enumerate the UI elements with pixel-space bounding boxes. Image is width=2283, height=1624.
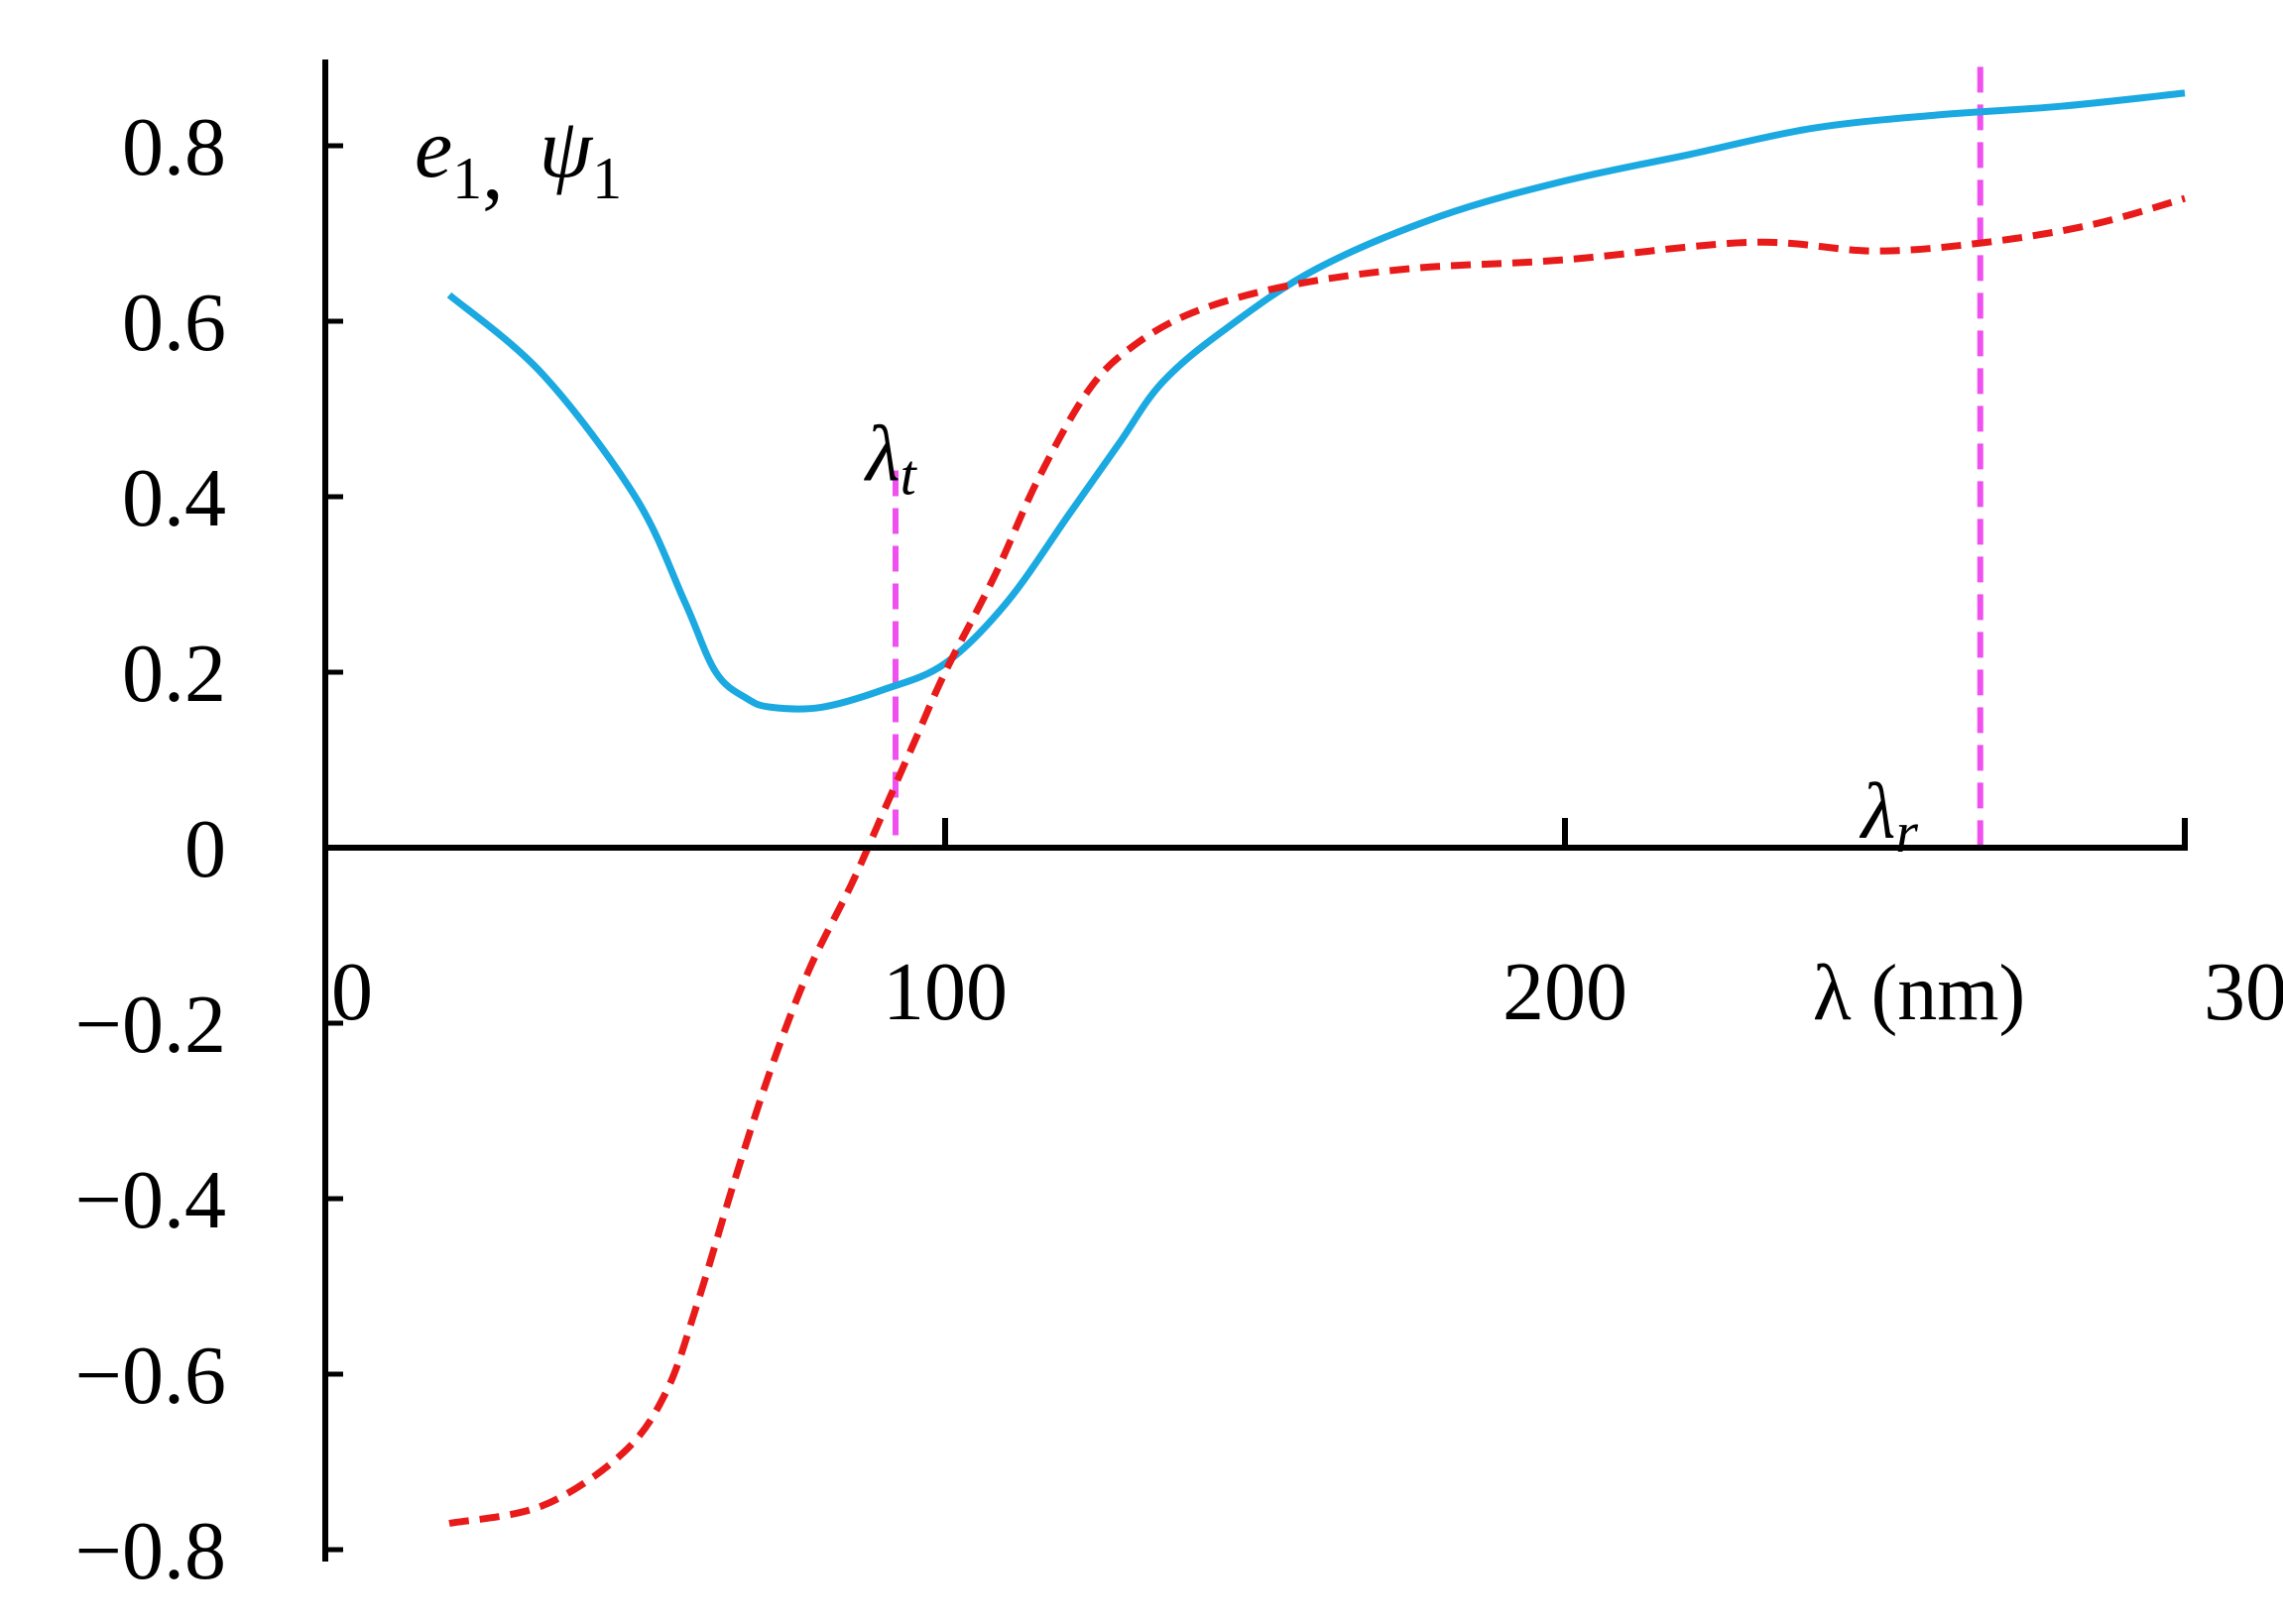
x-axis-title: λ (nm) <box>1813 950 2025 1037</box>
y-tick-label: 0.8 <box>122 101 226 193</box>
y-axis-title: e1, ψ1 <box>415 100 622 217</box>
x-tick-label: 0 <box>331 946 373 1038</box>
reference-lines <box>893 66 1983 848</box>
vline-label-t: λt <box>864 410 918 507</box>
y-tick-label: −0.6 <box>75 1330 226 1422</box>
y-tick-label: 0.6 <box>122 277 226 369</box>
y-tick-label: −0.4 <box>75 1154 226 1246</box>
vline-label-r: λr <box>1860 768 1919 865</box>
y-tick-label: 0.4 <box>122 452 226 544</box>
y-tick-label: 0.2 <box>122 628 226 720</box>
x-tick-label: 200 <box>1502 946 1627 1038</box>
labels: λ (nm) e1, ψ1 λt λr <box>415 100 2025 1037</box>
y-tick-label: 0 <box>184 803 226 895</box>
x-tick-label: 300 <box>2204 946 2283 1038</box>
series-group <box>446 89 2186 1527</box>
series-line-e1 <box>446 89 2186 713</box>
y-tick-label: −0.2 <box>75 979 226 1071</box>
axes: 0.8 0.6 0.4 0.2 0 −0.2 −0.4 −0.6 −0.8 0 100 200 300 <box>75 59 2283 1597</box>
x-tick-label: 100 <box>883 946 1008 1038</box>
series-line-psi1 <box>448 194 2186 1527</box>
y-tick-label: −0.8 <box>75 1505 226 1597</box>
